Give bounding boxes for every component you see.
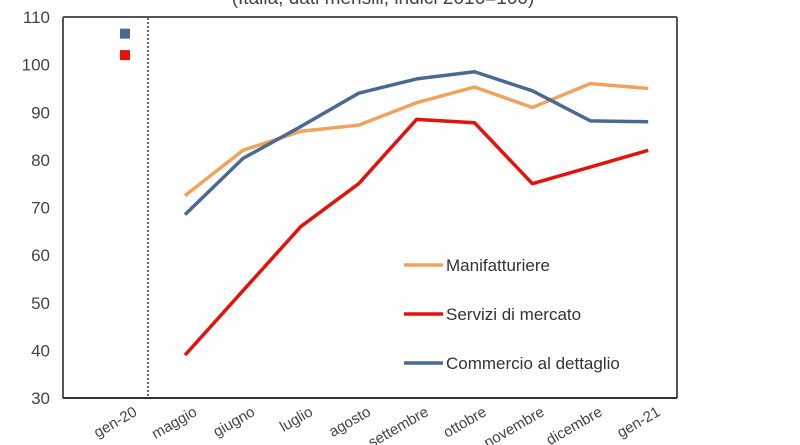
y-tick-label: 70: [31, 199, 50, 218]
legend-label: Commercio al dettaglio: [446, 354, 620, 373]
legend-label: Servizi di mercato: [446, 305, 581, 324]
series-marker-gen-20: [120, 28, 130, 39]
y-tick-label: 50: [31, 294, 50, 313]
y-tick-label: 100: [22, 56, 50, 75]
x-tick-label: dicembre: [543, 403, 605, 445]
x-tick-label: settembre: [365, 403, 431, 445]
x-tick-label: luglio: [277, 403, 316, 435]
y-tick-label: 110: [23, 8, 50, 27]
y-tick-label: 90: [31, 103, 50, 122]
series-line-2: [183, 70, 649, 216]
series-line-0: [183, 81, 649, 197]
x-tick-label: novembre: [481, 403, 547, 445]
series-line-1: [183, 117, 649, 357]
x-tick-label: gen-21: [614, 403, 663, 441]
y-tick-label: 40: [31, 341, 50, 360]
y-tick-label: 30: [31, 389, 50, 408]
x-tick-label: giugno: [210, 403, 258, 440]
legend-label: Manifatturiere: [446, 256, 550, 275]
chart-subtitle: (Italia, dati mensili, indici 2016=100): [232, 0, 535, 9]
series-marker-gen-20: [120, 50, 130, 61]
y-tick-label: 60: [31, 246, 50, 265]
x-tick-label: maggio: [149, 403, 200, 442]
x-tick-label: gen-20: [91, 403, 140, 441]
y-tick-label: 80: [31, 151, 50, 170]
